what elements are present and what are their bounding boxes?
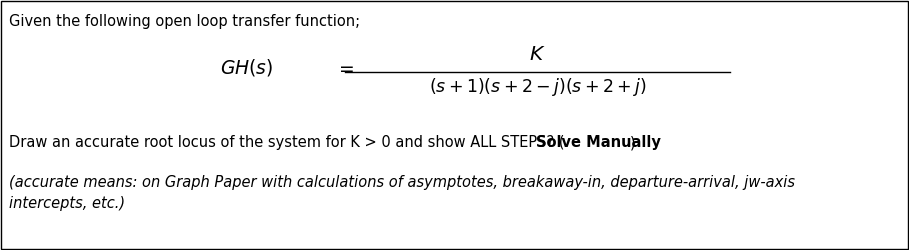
Text: Solve Manually: Solve Manually bbox=[536, 135, 661, 150]
Text: ): ) bbox=[630, 135, 635, 150]
Text: $=$: $=$ bbox=[335, 58, 355, 78]
Text: Given the following open loop transfer function;: Given the following open loop transfer f… bbox=[9, 14, 360, 29]
Text: Draw an accurate root locus of the system for K > 0 and show ALL STEPS? (: Draw an accurate root locus of the syste… bbox=[9, 135, 564, 150]
Text: $\mathit{K}$: $\mathit{K}$ bbox=[529, 45, 545, 64]
Text: intercepts, etc.): intercepts, etc.) bbox=[9, 196, 125, 211]
Text: (accurate means: on Graph Paper with calculations of asymptotes, breakaway-in, d: (accurate means: on Graph Paper with cal… bbox=[9, 175, 795, 190]
Text: $\mathit{(s+1)(s+2-j)(s+2+j)}$: $\mathit{(s+1)(s+2-j)(s+2+j)}$ bbox=[429, 76, 646, 98]
Text: $\mathit{GH(s)}$: $\mathit{GH(s)}$ bbox=[220, 58, 274, 78]
